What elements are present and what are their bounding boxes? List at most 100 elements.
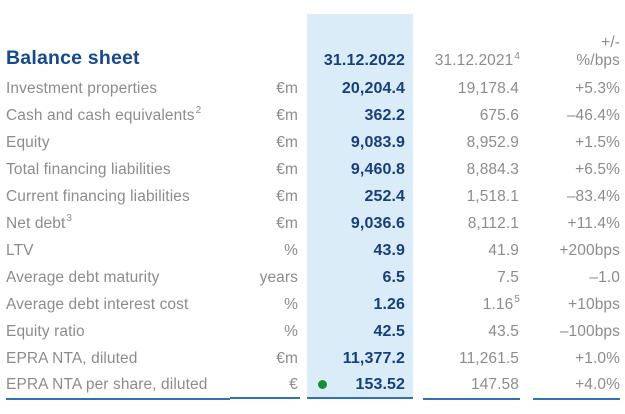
row-label-text: LTV bbox=[6, 241, 34, 259]
value-2022-text: 6.5 bbox=[382, 268, 405, 286]
column-gap bbox=[413, 75, 423, 102]
table-row: LTV % 43.9 41.9 +200bps bbox=[0, 237, 625, 264]
column-gap bbox=[300, 210, 307, 237]
value-2021: 11,261.5 bbox=[423, 345, 520, 372]
row-unit: € bbox=[230, 372, 300, 399]
column-header-2021: 31.12.20214 bbox=[423, 14, 520, 75]
column-gap bbox=[300, 102, 307, 129]
column-header-2022: 31.12.2022 bbox=[307, 14, 413, 75]
column-header-change-line2: %/bps bbox=[576, 52, 620, 69]
column-gap bbox=[520, 75, 533, 102]
row-unit: €m bbox=[276, 187, 298, 205]
column-gap bbox=[413, 345, 423, 372]
row-label-text: Cash and cash equivalents2 bbox=[6, 105, 202, 124]
column-gap bbox=[300, 183, 307, 210]
row-unit: % bbox=[284, 241, 298, 259]
value-2022: 9,460.8 bbox=[307, 156, 413, 183]
column-gap bbox=[520, 372, 533, 399]
value-2021-text: 8,952.9 bbox=[466, 133, 519, 151]
row-label-text: Average debt interest cost bbox=[6, 295, 189, 313]
column-gap bbox=[300, 318, 307, 345]
value-2021-text: 8,112.1 bbox=[467, 214, 519, 232]
row-label-text: Investment properties bbox=[6, 79, 158, 97]
green-dot-icon bbox=[318, 380, 327, 389]
value-2021: 147.58 bbox=[423, 371, 520, 400]
column-gap bbox=[520, 129, 533, 156]
value-change: +200bps bbox=[559, 241, 620, 259]
row-label: Equity ratio bbox=[6, 318, 230, 345]
value-2021-text: 19,178.4 bbox=[457, 79, 519, 97]
value-2022-text: 9,083.9 bbox=[350, 133, 405, 151]
value-2021: 675.6 bbox=[423, 102, 520, 129]
table-row: Average debt interest cost % 1.26 1.165 … bbox=[0, 291, 625, 318]
row-unit: €m bbox=[276, 160, 298, 178]
value-2021-text: 43.5 bbox=[488, 322, 519, 340]
table-row: EPRA NTA, diluted €m 11,377.2 11,261.5 +… bbox=[0, 345, 625, 372]
value-change: +10bps bbox=[568, 295, 620, 313]
table-header-row: Balance sheet 31.12.2022 31.12.20214 +/-… bbox=[0, 14, 625, 75]
value-change: +1.5% bbox=[575, 133, 620, 151]
row-label-text: Equity ratio bbox=[6, 322, 85, 340]
row-label-text: EPRA NTA per share, diluted bbox=[6, 375, 208, 393]
value-2021-text: 11,261.5 bbox=[459, 349, 519, 367]
column-gap bbox=[520, 318, 533, 345]
value-2022-text: 362.2 bbox=[364, 106, 405, 124]
column-gap bbox=[520, 183, 533, 210]
row-label-text: Current financing liabilities bbox=[6, 187, 190, 205]
row-unit: % bbox=[284, 322, 298, 340]
value-change: –46.4% bbox=[566, 106, 620, 124]
column-gap bbox=[300, 156, 307, 183]
value-change: +1.0% bbox=[575, 349, 620, 367]
row-label-text: Total financing liabilities bbox=[6, 160, 171, 178]
value-change: +5.3% bbox=[575, 79, 620, 97]
row-unit: % bbox=[284, 295, 298, 313]
column-gap bbox=[520, 102, 533, 129]
column-gap bbox=[300, 345, 307, 372]
value-change: +11.4% bbox=[567, 214, 620, 232]
value-2022: 6.5 bbox=[307, 264, 413, 291]
value-2022-text: 252.4 bbox=[364, 187, 405, 205]
row-label: EPRA NTA, diluted bbox=[6, 345, 230, 372]
column-gap bbox=[300, 75, 307, 102]
row-label: EPRA NTA per share, diluted bbox=[6, 371, 230, 400]
column-gap bbox=[413, 14, 423, 75]
value-2021: 8,884.3 bbox=[423, 156, 520, 183]
value-2021-text: 41.9 bbox=[488, 241, 519, 259]
value-2021-text: 675.6 bbox=[479, 106, 519, 124]
row-unit: €m bbox=[276, 79, 298, 97]
balance-sheet-table: Balance sheet 31.12.2022 31.12.20214 +/-… bbox=[0, 14, 625, 400]
footnote-marker: 2 bbox=[195, 105, 202, 117]
column-gap bbox=[413, 183, 423, 210]
value-2022-text: 153.52 bbox=[355, 375, 405, 393]
value-2022-text: 42.5 bbox=[373, 322, 405, 340]
row-label-text: Equity bbox=[6, 133, 50, 151]
value-2021: 19,178.4 bbox=[423, 75, 520, 102]
value-2022-text: 9,036.6 bbox=[350, 214, 405, 232]
value-change: –100bps bbox=[559, 322, 620, 340]
row-label-text: Average debt maturity bbox=[6, 268, 160, 286]
table-row: Cash and cash equivalents2 €m 362.2 675.… bbox=[0, 102, 625, 129]
footnote-marker: 4 bbox=[514, 50, 520, 62]
value-2021-text: 1.165 bbox=[482, 294, 520, 313]
value-2021-text: 7.5 bbox=[497, 268, 519, 286]
row-label: Average debt interest cost bbox=[6, 291, 230, 318]
value-2022-text: 43.9 bbox=[373, 241, 405, 259]
column-gap bbox=[413, 102, 423, 129]
footnote-marker: 3 bbox=[66, 213, 73, 225]
column-gap bbox=[300, 291, 307, 318]
column-gap bbox=[413, 237, 423, 264]
column-header-change: +/- %/bps bbox=[533, 14, 620, 75]
column-gap bbox=[300, 14, 307, 75]
column-gap bbox=[413, 129, 423, 156]
table-row: Equity €m 9,083.9 8,952.9 +1.5% bbox=[0, 129, 625, 156]
row-unit: €m bbox=[276, 133, 298, 151]
column-gap bbox=[520, 264, 533, 291]
value-2022-text: 9,460.8 bbox=[350, 160, 405, 178]
table-row: Current financing liabilities €m 252.4 1… bbox=[0, 183, 625, 210]
table-row: Average debt maturity years 6.5 7.5 –1.0 bbox=[0, 264, 625, 291]
value-2022: 9,083.9 bbox=[307, 129, 413, 156]
row-label-text: Net debt3 bbox=[6, 213, 73, 232]
row-label: Cash and cash equivalents2 bbox=[6, 102, 230, 129]
row-label: Average debt maturity bbox=[6, 264, 230, 291]
column-gap bbox=[300, 129, 307, 156]
